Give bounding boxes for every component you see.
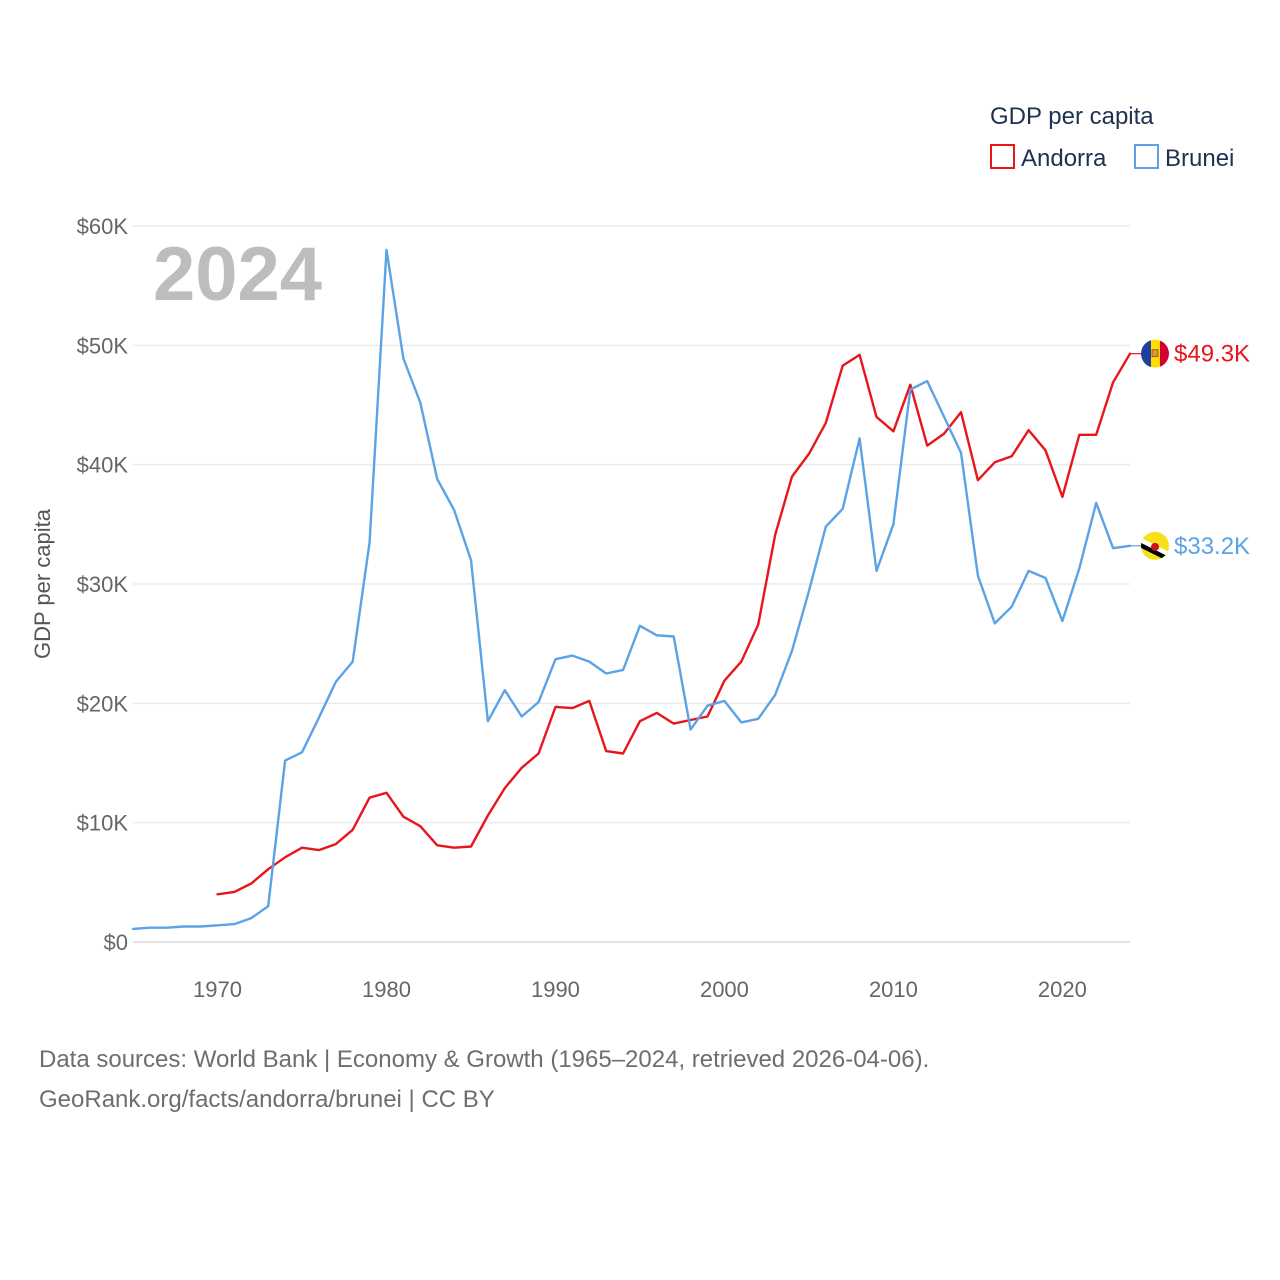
y-tick-label: $30K: [77, 572, 129, 597]
gdp-per-capita-chart: $0 $10K $20K $30K $40K $50K $60K 1970 1980 1990 2…: [30, 103, 1250, 1002]
y-tick-label: $0: [104, 930, 128, 955]
y-tick-label: $40K: [77, 453, 129, 478]
x-tick-label: 2010: [869, 977, 918, 1002]
x-tick-label: 2000: [700, 977, 749, 1002]
y-tick-label: $10K: [77, 811, 129, 836]
series-end-labels: $49.3K $33.2K: [1130, 339, 1250, 560]
end-value-label-brunei: $33.2K: [1174, 533, 1250, 560]
x-tick-label: 1980: [362, 977, 411, 1002]
legend-label-andorra: Andorra: [1021, 145, 1107, 172]
x-axis-ticks: 1970 1980 1990 2000 2010 2020: [193, 977, 1087, 1002]
source-url-license: GeoRank.org/facts/andorra/brunei | CC BY: [39, 1086, 495, 1113]
series-lines: [131, 248, 1132, 931]
brunei-flag-icon: [1141, 531, 1169, 560]
x-tick-label: 1970: [193, 977, 242, 1002]
y-tick-label: $50K: [77, 333, 129, 358]
legend-title: GDP per capita: [990, 103, 1154, 130]
gridlines: [133, 225, 1130, 943]
y-axis-title: GDP per capita: [30, 508, 55, 659]
series-line-andorra[interactable]: [216, 352, 1132, 896]
y-tick-label: $20K: [77, 691, 129, 716]
legend-item-andorra[interactable]: Andorra: [990, 144, 1107, 172]
data-sources-note: Data sources: World Bank | Economy & Gro…: [39, 1046, 930, 1073]
legend-swatch-andorra: [990, 144, 1015, 169]
x-tick-label: 1990: [531, 977, 580, 1002]
y-axis-ticks: $0 $10K $20K $30K $40K $50K $60K: [77, 214, 129, 955]
legend-swatch-brunei: [1134, 144, 1159, 169]
andorra-flag-icon: [1141, 339, 1169, 368]
end-value-label-andorra: $49.3K: [1174, 341, 1250, 368]
legend[interactable]: GDP per capita Andorra Brunei: [990, 103, 1234, 172]
legend-item-brunei[interactable]: Brunei: [1134, 144, 1234, 172]
y-tick-label: $60K: [77, 214, 129, 239]
legend-label-brunei: Brunei: [1165, 145, 1234, 172]
series-line-brunei[interactable]: [131, 248, 1132, 931]
x-tick-label: 2020: [1038, 977, 1087, 1002]
current-year-label: 2024: [153, 232, 322, 317]
